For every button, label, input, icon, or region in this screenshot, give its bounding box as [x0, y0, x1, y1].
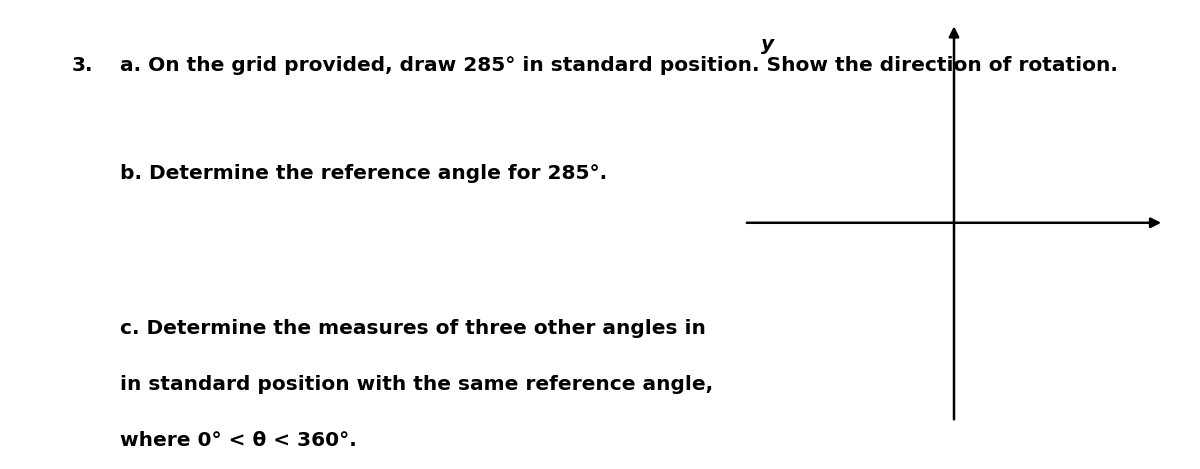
- Text: c. Determine the measures of three other angles in: c. Determine the measures of three other…: [120, 319, 706, 338]
- Text: where 0° < θ < 360°.: where 0° < θ < 360°.: [120, 431, 356, 451]
- Text: b. Determine the reference angle for 285°.: b. Determine the reference angle for 285…: [120, 164, 607, 183]
- Text: in standard position with the same reference angle,: in standard position with the same refer…: [120, 375, 713, 394]
- Text: 3.: 3.: [72, 56, 94, 76]
- Text: y: y: [761, 36, 774, 54]
- Text: a. On the grid provided, draw 285° in standard position. Show the direction of r: a. On the grid provided, draw 285° in st…: [120, 56, 1118, 76]
